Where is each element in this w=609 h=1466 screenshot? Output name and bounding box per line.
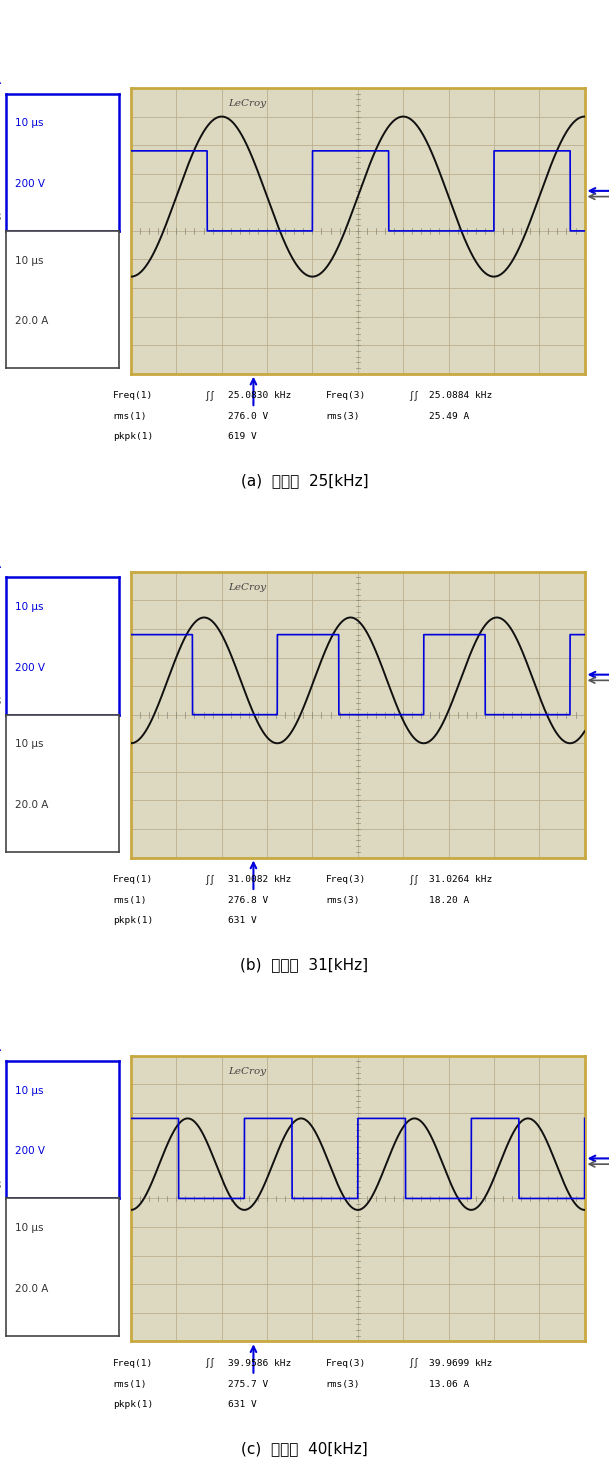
Text: 619 V: 619 V	[228, 432, 257, 441]
Text: rms(3): rms(3)	[326, 896, 361, 905]
Text: ∫∫: ∫∫	[408, 391, 419, 402]
Text: Freq(3): Freq(3)	[326, 875, 366, 884]
Text: ∫∫: ∫∫	[408, 1359, 419, 1369]
Text: 10 μs: 10 μs	[15, 1086, 44, 1097]
Text: 39.9699 kHz: 39.9699 kHz	[429, 1359, 493, 1368]
Text: 39.9586 kHz: 39.9586 kHz	[228, 1359, 292, 1368]
Text: 25.0884 kHz: 25.0884 kHz	[429, 391, 493, 400]
Text: ∫∫: ∫∫	[204, 391, 215, 402]
Text: 200 V: 200 V	[15, 663, 45, 673]
Text: rms(1): rms(1)	[113, 1380, 147, 1388]
Text: 18.20 A: 18.20 A	[429, 896, 470, 905]
Text: Freq(3): Freq(3)	[326, 1359, 366, 1368]
Text: Freq(1): Freq(1)	[113, 875, 153, 884]
Text: (c)  주파수  40[kHz]: (c) 주파수 40[kHz]	[241, 1441, 368, 1456]
Text: pkpk(1): pkpk(1)	[113, 916, 153, 925]
Text: 3: 3	[0, 211, 1, 224]
Text: ∫∫: ∫∫	[204, 1359, 215, 1369]
Text: 1: 1	[0, 1041, 1, 1054]
Text: 13.06 A: 13.06 A	[429, 1380, 470, 1388]
Text: pkpk(1): pkpk(1)	[113, 432, 153, 441]
Text: rms(3): rms(3)	[326, 412, 361, 421]
Text: rms(3): rms(3)	[326, 1380, 361, 1388]
Text: LeCroy: LeCroy	[228, 100, 267, 108]
Text: 631 V: 631 V	[228, 916, 257, 925]
Text: 10 μs: 10 μs	[15, 119, 44, 129]
Text: rms(1): rms(1)	[113, 896, 147, 905]
Text: 631 V: 631 V	[228, 1400, 257, 1409]
Text: rms(1): rms(1)	[113, 412, 147, 421]
Text: LeCroy: LeCroy	[228, 1067, 267, 1076]
Text: (a)  주파수  25[kHz]: (a) 주파수 25[kHz]	[241, 474, 368, 488]
Text: Freq(1): Freq(1)	[113, 391, 153, 400]
Text: 20.0 A: 20.0 A	[15, 317, 49, 325]
Text: 10 μs: 10 μs	[15, 603, 44, 613]
Text: 3: 3	[0, 695, 1, 708]
Text: 10 μs: 10 μs	[15, 255, 44, 265]
Text: 200 V: 200 V	[15, 1146, 45, 1157]
Text: 10 μs: 10 μs	[15, 1223, 44, 1233]
Text: ∫∫: ∫∫	[204, 875, 215, 885]
Text: Freq(3): Freq(3)	[326, 391, 366, 400]
Text: LeCroy: LeCroy	[228, 583, 267, 592]
Text: ∫∫: ∫∫	[408, 875, 419, 885]
Text: Freq(1): Freq(1)	[113, 1359, 153, 1368]
Text: 20.0 A: 20.0 A	[15, 1284, 49, 1293]
Text: pkpk(1): pkpk(1)	[113, 1400, 153, 1409]
Text: 276.8 V: 276.8 V	[228, 896, 269, 905]
Text: 31.0082 kHz: 31.0082 kHz	[228, 875, 292, 884]
Text: 20.0 A: 20.0 A	[15, 800, 49, 809]
Text: 1: 1	[0, 73, 1, 86]
Text: 1: 1	[0, 557, 1, 570]
Text: (b)  주파수  31[kHz]: (b) 주파수 31[kHz]	[241, 957, 368, 972]
Text: 3: 3	[0, 1179, 1, 1192]
Text: 200 V: 200 V	[15, 179, 45, 189]
Text: 25.49 A: 25.49 A	[429, 412, 470, 421]
Text: 25.0830 kHz: 25.0830 kHz	[228, 391, 292, 400]
Text: 10 μs: 10 μs	[15, 739, 44, 749]
Text: 276.0 V: 276.0 V	[228, 412, 269, 421]
Text: 275.7 V: 275.7 V	[228, 1380, 269, 1388]
Text: 31.0264 kHz: 31.0264 kHz	[429, 875, 493, 884]
